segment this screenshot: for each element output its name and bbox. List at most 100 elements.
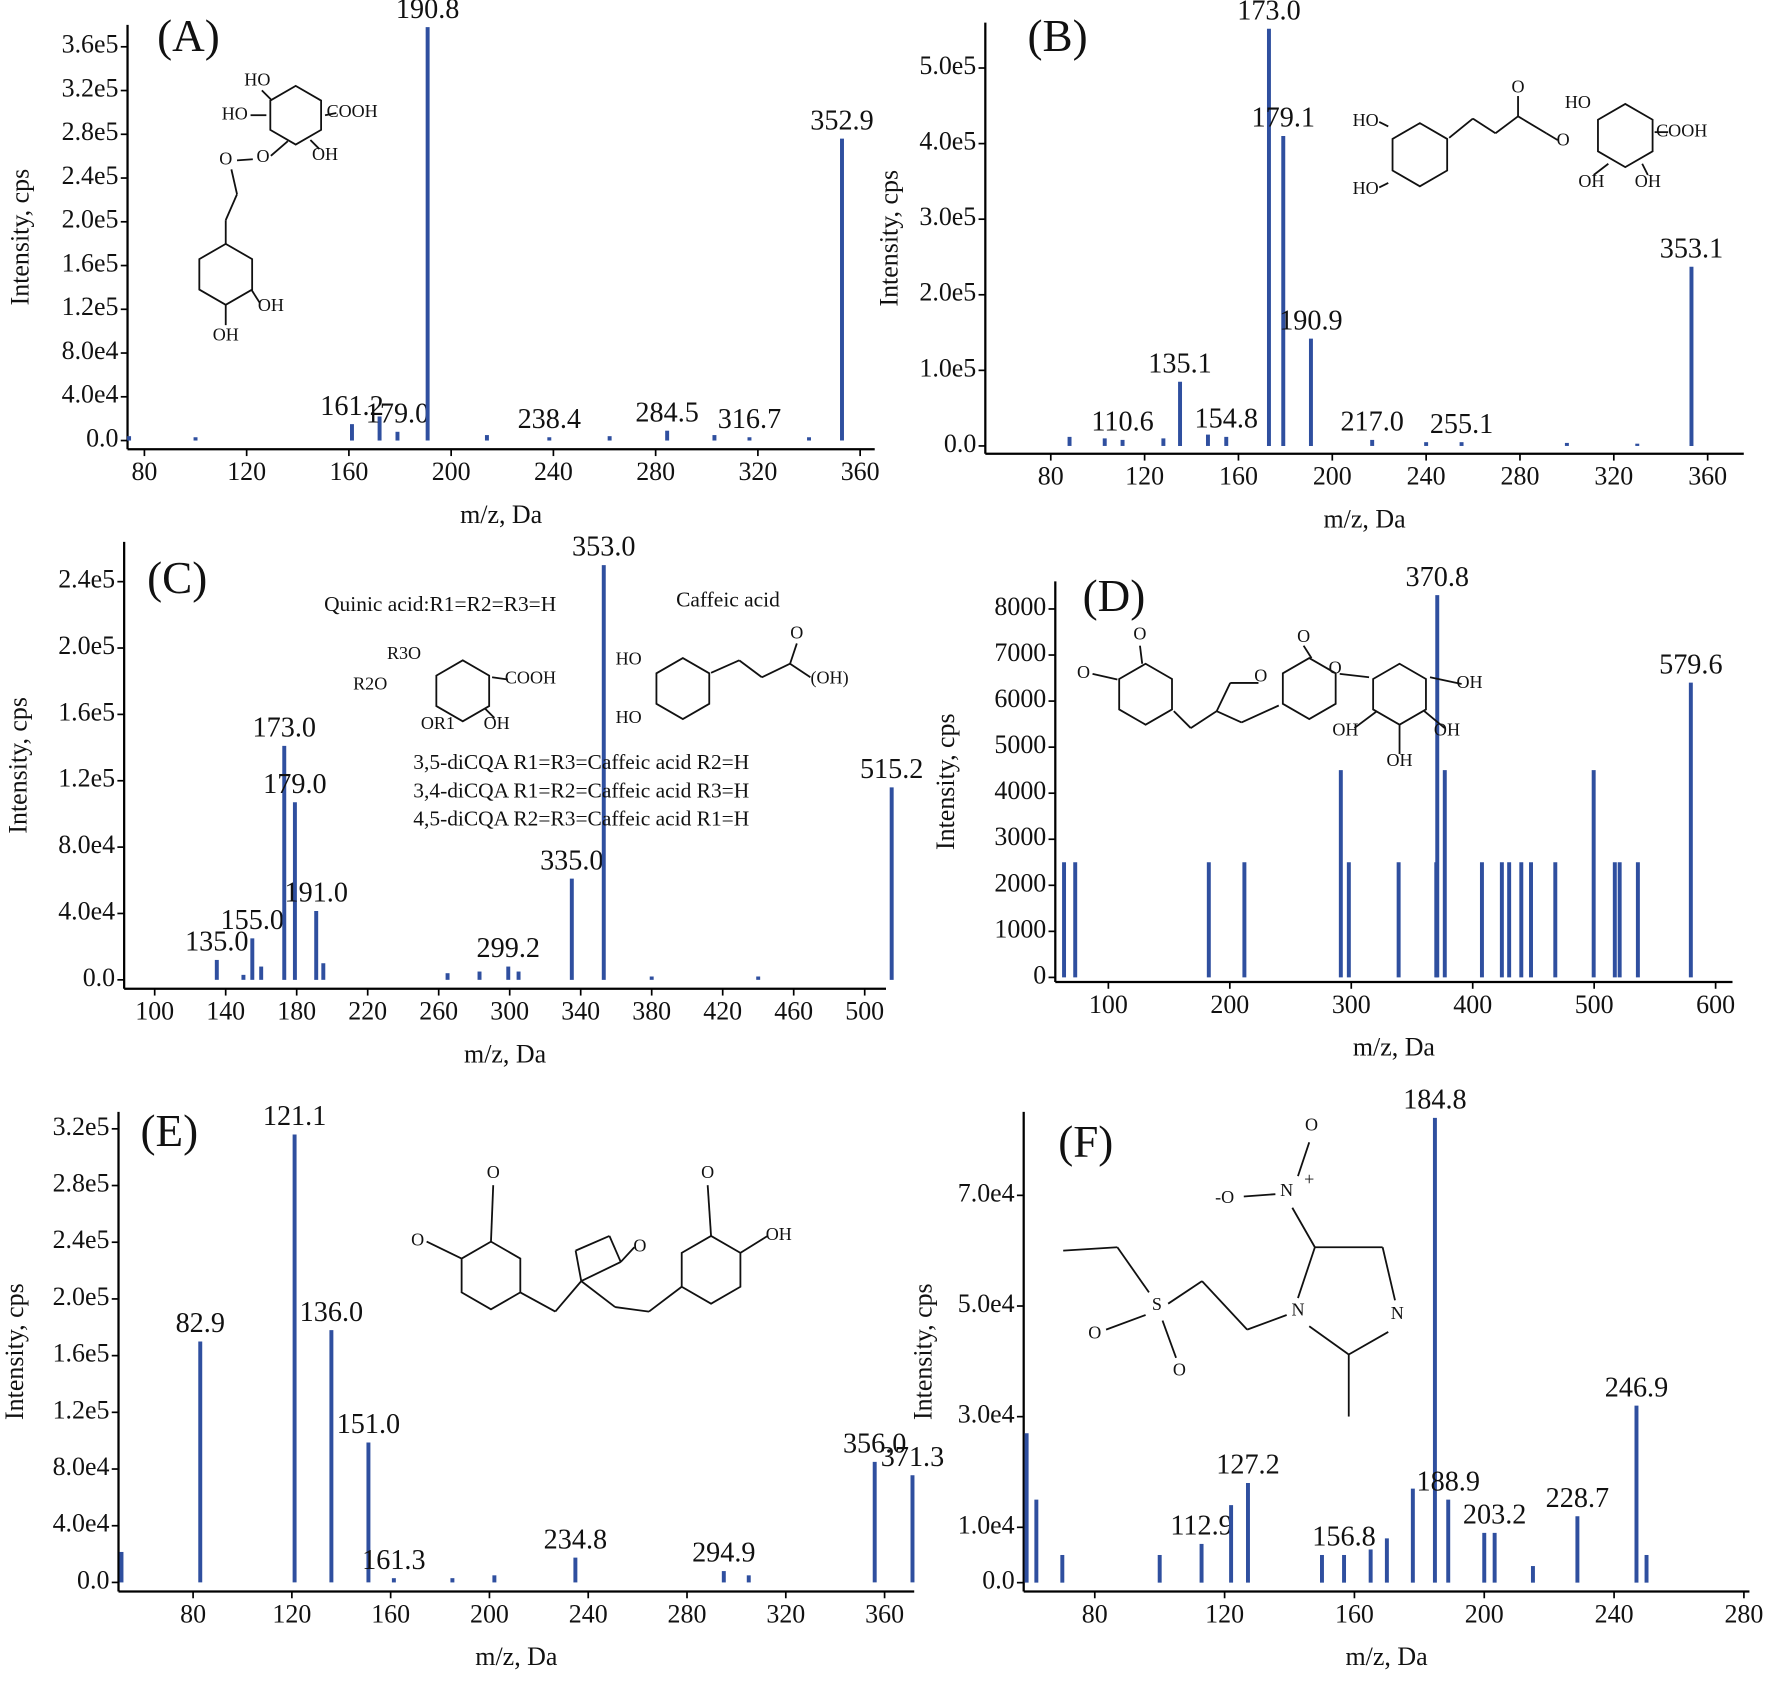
bond — [554, 1280, 582, 1313]
bond — [1161, 1320, 1177, 1359]
bond — [1381, 1247, 1396, 1301]
structure-label: COOH — [327, 101, 378, 121]
bond — [761, 662, 791, 679]
structure-label: + — [1304, 1169, 1314, 1189]
structure-label: O — [1512, 76, 1525, 96]
panel: 0.0 4.0e4 8.0e4 1.2e5 1.6e5 2.0e5 2.4e5 2.8e5 3.… — [6, 0, 880, 529]
x-tick-label: 320 — [738, 457, 777, 486]
y-tick-label: 8.0e4 — [62, 336, 119, 365]
bond — [490, 1185, 495, 1242]
peak-label: 161.2 — [320, 391, 383, 422]
peak-label: 246.9 — [1605, 1372, 1668, 1403]
y-axis-label: Intensity, cps — [908, 1283, 937, 1420]
y-tick-label: 0.0 — [944, 429, 976, 458]
peak-label: 299.2 — [477, 933, 540, 964]
peak-label: 370.8 — [1406, 562, 1469, 593]
x-tick-label: 240 — [569, 1599, 608, 1628]
bond — [519, 1291, 556, 1313]
peak-label: 179.0 — [263, 769, 326, 800]
peak-label: 173.0 — [1237, 0, 1300, 26]
x-tick-label: 360 — [1688, 462, 1727, 491]
ring — [655, 657, 711, 721]
panel-label: (F) — [1058, 1117, 1113, 1167]
structure-label: O — [487, 1162, 500, 1182]
x-tick-label: 280 — [1501, 462, 1540, 491]
structure-label: (OH) — [811, 668, 849, 689]
bond — [1215, 682, 1232, 712]
y-tick-label: 0 — [1033, 960, 1046, 989]
y-tick-label: 2000 — [994, 868, 1046, 897]
bond — [1302, 645, 1313, 659]
structure-label: O — [1133, 624, 1146, 644]
bond — [1378, 121, 1389, 128]
peak-label: 112.9 — [1170, 1511, 1232, 1542]
ring — [1281, 657, 1337, 721]
x-axis-label: m/z, Da — [475, 1642, 558, 1671]
y-axis-label: Intensity, cps — [0, 1283, 29, 1420]
peak-label: 161.3 — [362, 1545, 425, 1576]
ring — [269, 84, 323, 146]
x-tick-label: 500 — [1575, 990, 1614, 1019]
panel: 0.0 4.0e4 8.0e4 1.2e5 1.6e5 2.0e5 2.4e5 2.8e5 3.… — [0, 1101, 944, 1671]
structure-label: O — [1557, 129, 1570, 149]
bond — [484, 708, 495, 719]
bond — [580, 1261, 622, 1282]
bond — [789, 643, 798, 665]
bond — [1297, 1142, 1311, 1177]
y-tick-label: 2.0e5 — [62, 205, 119, 234]
bond — [789, 662, 811, 679]
peak-label: 135.1 — [1148, 348, 1211, 379]
x-tick-label: 100 — [135, 997, 174, 1026]
bond — [224, 193, 238, 221]
structure-label: OH — [1635, 171, 1661, 191]
y-tick-label: 3.2e5 — [53, 1112, 110, 1141]
y-tick-label: 4.0e4 — [53, 1509, 110, 1538]
bond — [1378, 182, 1389, 189]
x-tick-label: 460 — [774, 997, 813, 1026]
peak-label: 255.1 — [1430, 409, 1493, 440]
y-tick-label: 2.8e5 — [62, 117, 119, 146]
y-tick-label: 3.6e5 — [62, 30, 119, 59]
bond — [1216, 710, 1242, 724]
structure-label: OR1 — [421, 713, 455, 733]
x-tick-label: 120 — [227, 457, 266, 486]
peak-label: 353.1 — [1660, 233, 1723, 264]
x-tick-label: 400 — [1453, 990, 1492, 1019]
structure-label: COOH — [1656, 120, 1707, 140]
y-tick-label: 0.0 — [83, 963, 115, 992]
y-tick-label: 8.0e4 — [53, 1452, 110, 1481]
y-tick-label: 1.0e4 — [958, 1510, 1015, 1539]
x-tick-label: 160 — [1335, 1599, 1374, 1628]
x-axis-label: m/z, Da — [1346, 1642, 1429, 1671]
x-tick-label: 200 — [1313, 462, 1352, 491]
bond — [324, 112, 337, 117]
x-tick-label: 360 — [841, 457, 880, 486]
x-tick-label: 200 — [1465, 1599, 1504, 1628]
y-tick-label: 4.0e5 — [919, 127, 976, 156]
y-tick-label: 3.0e5 — [919, 202, 976, 231]
peak-label: 156.8 — [1312, 1522, 1375, 1553]
x-tick-label: 80 — [131, 457, 157, 486]
bond — [1173, 710, 1192, 729]
peak-label: 335.0 — [540, 845, 603, 876]
y-tick-label: 1.6e5 — [53, 1339, 110, 1368]
y-tick-label: 1.2e5 — [58, 764, 115, 793]
bond — [1339, 672, 1370, 679]
structure-label: N — [1280, 1180, 1293, 1200]
bond — [1448, 117, 1474, 139]
x-tick-label: 200 — [1210, 990, 1249, 1019]
x-tick-label: 200 — [470, 1599, 509, 1628]
bond — [1641, 163, 1649, 176]
y-tick-label: 8000 — [994, 592, 1046, 621]
x-tick-label: 220 — [348, 997, 387, 1026]
bond — [738, 659, 763, 679]
structure-label: Quinic acid:R1=R2=R3=H — [324, 592, 556, 616]
peak-label: 203.2 — [1463, 1500, 1526, 1531]
y-tick-label: 4.0e4 — [62, 380, 119, 409]
x-tick-label: 160 — [1219, 462, 1258, 491]
structure-label: O — [1254, 665, 1267, 685]
bond — [1353, 710, 1378, 729]
structure-label: HO — [616, 707, 642, 727]
bond — [426, 1240, 463, 1260]
